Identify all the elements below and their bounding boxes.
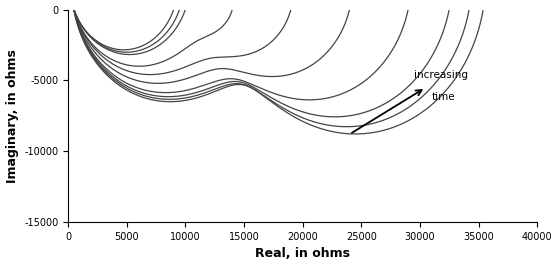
Text: increasing: increasing — [414, 70, 468, 80]
Y-axis label: Imaginary, in ohms: Imaginary, in ohms — [6, 49, 18, 183]
Text: time: time — [431, 92, 455, 102]
X-axis label: Real, in ohms: Real, in ohms — [255, 247, 350, 260]
